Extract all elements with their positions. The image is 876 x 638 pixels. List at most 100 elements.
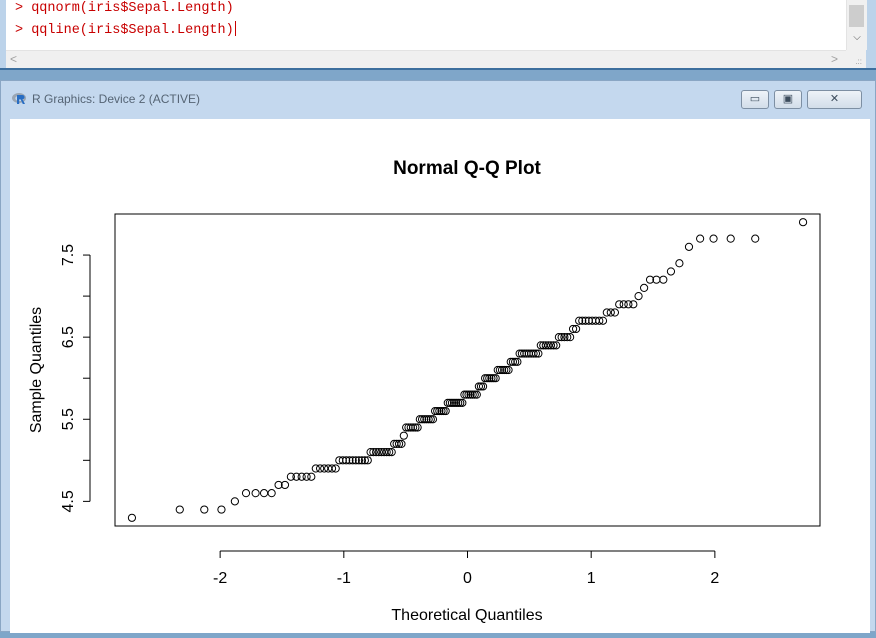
data-point	[629, 300, 638, 309]
data-point	[397, 439, 406, 448]
data-point	[417, 415, 427, 424]
data-point	[546, 341, 556, 350]
data-point	[659, 275, 668, 284]
data-point	[175, 505, 184, 514]
data-point	[610, 308, 620, 317]
minimize-button[interactable]: ▭	[741, 90, 769, 109]
data-point	[307, 472, 316, 481]
console-output[interactable]: > qqnorm(iris$Sepal.Length) > qqline(iri…	[6, 0, 846, 50]
data-point	[374, 448, 383, 457]
data-point	[338, 456, 347, 465]
data-point	[696, 234, 705, 243]
data-point	[458, 398, 467, 407]
data-point	[666, 267, 676, 276]
y-tick-label: 6.5	[60, 326, 77, 348]
y-tick-label: 7.5	[60, 244, 77, 266]
x-tick-label: 0	[463, 570, 472, 587]
y-tick-label: 5.5	[60, 408, 77, 430]
data-point	[280, 480, 290, 490]
chart-title: Normal Q-Q Plot	[393, 158, 541, 179]
data-point	[640, 283, 649, 292]
data-point	[230, 497, 239, 506]
scroll-down-icon[interactable]: ⌵	[853, 32, 861, 43]
data-point	[447, 398, 457, 407]
data-point	[478, 382, 488, 391]
vertical-scrollbar[interactable]: ⌵	[846, 0, 867, 50]
data-point	[602, 308, 611, 317]
data-point	[581, 316, 590, 325]
maximize-button[interactable]: ▣	[774, 90, 802, 109]
data-point	[481, 374, 490, 383]
data-point	[578, 316, 587, 325]
data-point	[302, 472, 311, 481]
close-button[interactable]: ✕	[807, 90, 862, 109]
resize-corner[interactable]: .::	[846, 50, 866, 68]
data-point	[531, 349, 541, 358]
data-point	[506, 357, 515, 366]
data-point	[497, 365, 507, 375]
data-point	[549, 341, 558, 350]
data-point	[595, 316, 604, 325]
data-point	[320, 464, 329, 473]
data-point	[372, 448, 381, 457]
data-point	[645, 275, 655, 284]
qq-plot: Normal Q-Q Plot -2 -1 0 1 2 4.5 5.5 6.5 7.5 The…	[28, 158, 821, 624]
data-point	[345, 456, 354, 465]
text-caret	[234, 21, 236, 36]
data-point	[541, 341, 550, 350]
data-point	[502, 365, 511, 375]
data-point	[606, 308, 615, 317]
console-line-qqline: > qqline(iris$Sepal.Length)	[15, 21, 236, 38]
data-point	[441, 406, 450, 416]
y-tick-label: 4.5	[60, 490, 77, 512]
data-point	[675, 259, 684, 268]
resize-grip-icon[interactable]: .::	[855, 57, 862, 66]
data-point	[200, 505, 209, 514]
scroll-left-icon[interactable]: <	[10, 52, 18, 66]
scroll-right-icon[interactable]: >	[830, 52, 838, 66]
data-point	[798, 218, 808, 227]
data-point	[544, 341, 553, 350]
data-point	[568, 324, 578, 334]
scrollbar-thumb[interactable]	[849, 5, 864, 27]
data-point	[286, 472, 295, 481]
x-tick-label: -1	[337, 570, 351, 587]
data-point	[363, 456, 372, 465]
data-point	[468, 390, 477, 399]
window-titlebar[interactable]: R Graphics: Device 2 (ACTIVE) ▭ ▣ ✕	[1, 81, 875, 119]
y-axis-label: Sample Quantiles	[28, 307, 45, 433]
data-point	[449, 398, 459, 407]
data-point	[575, 316, 584, 325]
data-point	[413, 423, 422, 432]
data-point	[387, 448, 396, 457]
data-point	[377, 448, 386, 457]
data-point	[435, 406, 444, 416]
data-point	[513, 357, 522, 366]
data-point	[474, 382, 483, 391]
data-point	[464, 390, 473, 399]
data-point	[437, 406, 446, 416]
data-point	[327, 464, 337, 473]
data-point	[726, 234, 735, 243]
data-point	[443, 398, 452, 407]
data-point	[360, 456, 369, 465]
data-point	[500, 365, 509, 375]
data-point	[385, 448, 394, 457]
data-point	[315, 464, 325, 473]
data-point	[466, 390, 475, 399]
data-point	[476, 382, 486, 391]
data-point	[251, 489, 260, 498]
data-point	[392, 439, 401, 448]
window-title: R Graphics: Device 2 (ACTIVE)	[32, 92, 201, 106]
x-tick-label: 2	[710, 570, 719, 587]
data-point	[495, 365, 505, 375]
horizontal-scrollbar[interactable]: < >	[6, 50, 846, 69]
data-point	[428, 415, 438, 424]
x-tick-label: -2	[213, 570, 227, 587]
data-point	[624, 300, 633, 309]
data-point	[351, 456, 360, 465]
data-point	[415, 415, 424, 424]
data-point	[411, 423, 420, 432]
data-point	[241, 489, 251, 498]
data-point	[292, 472, 301, 481]
